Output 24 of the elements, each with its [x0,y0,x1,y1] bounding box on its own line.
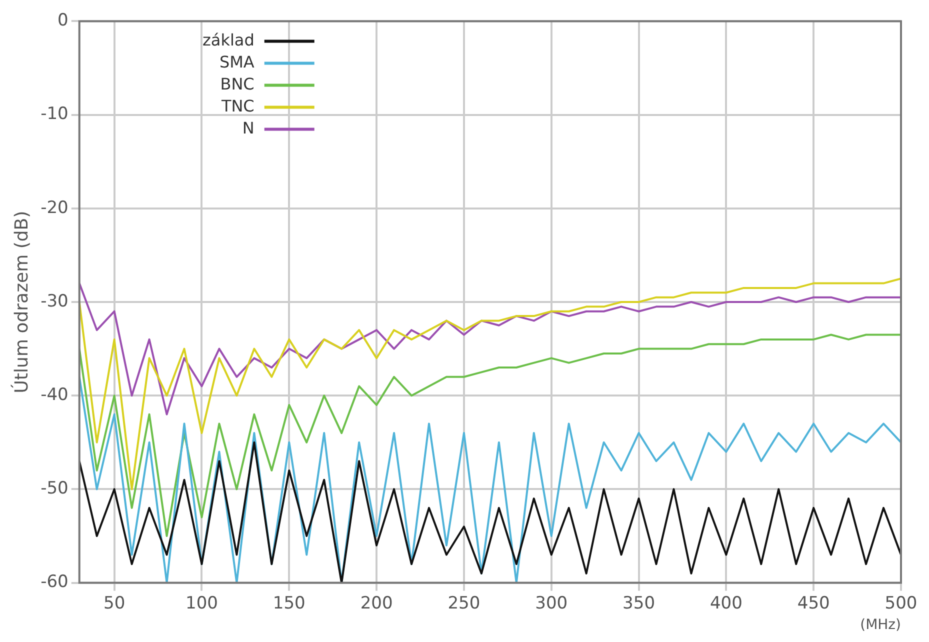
x-tick-label: 50 [104,593,126,614]
x-tick-label: 400 [710,593,742,614]
x-axis-title: (MHz) [860,617,901,634]
y-tick-label: -50 [40,478,68,499]
y-tick-label: -60 [40,572,68,592]
y-tick-label: -10 [40,104,68,124]
x-tick-label: 450 [797,593,830,614]
legend-label: BNC [220,74,254,94]
legend-label: základ [202,30,254,50]
legend-label: TNC [220,96,254,116]
x-tick-label: 350 [622,593,656,614]
y-tick-label: -30 [40,291,68,312]
x-tick-label: 300 [535,593,568,614]
x-tick-label: 150 [272,593,306,614]
x-tick-label: 200 [360,593,393,614]
legend-label: N [242,118,254,138]
legend-label: SMA [219,52,254,72]
x-tick-label: 500 [884,593,918,614]
y-tick-label: 0 [58,10,68,31]
x-tick-label: 100 [186,593,218,614]
y-tick-label: -20 [40,198,68,218]
y-tick-label: -40 [40,385,68,406]
y-axis-title: Útlum odrazem (dB) [10,210,32,394]
x-tick-label: 250 [448,593,480,614]
